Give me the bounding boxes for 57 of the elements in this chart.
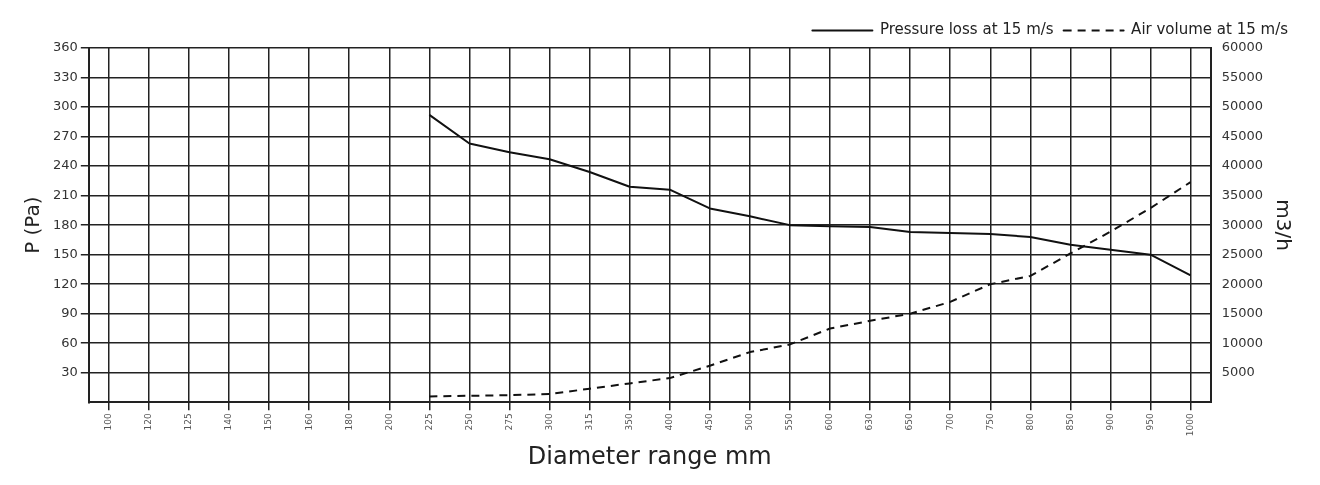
y2-tick-label: 35000	[1221, 187, 1263, 202]
y-tick-label: 60	[61, 334, 78, 350]
x-tick-label: 900	[1104, 413, 1115, 431]
x-tick-label: 450	[704, 413, 715, 431]
y-tick-label: 270	[52, 127, 78, 143]
x-tick-label: 160	[303, 413, 314, 431]
x-tick-label: 800	[1024, 413, 1035, 431]
y2-tick-label: 40000	[1221, 157, 1263, 173]
x-tick-label: 350	[624, 413, 635, 431]
y-tick-label: 150	[52, 246, 78, 262]
y-axis-title: P (Pa)	[20, 196, 45, 254]
x-tick-label: 140	[223, 413, 234, 431]
y2-tick-label: 20000	[1221, 275, 1263, 291]
x-tick-label: 120	[143, 413, 154, 431]
x-tick-label: 1000	[1184, 413, 1195, 437]
x-tick-label: 150	[263, 413, 274, 431]
y-tick-label: 330	[52, 68, 78, 84]
y2-tick-label: 50000	[1221, 98, 1263, 114]
y2-axis-title: m3/h	[1271, 199, 1296, 251]
y2-tick-label: 30000	[1221, 216, 1263, 232]
x-tick-label: 250	[463, 413, 474, 431]
x-tick-label: 300	[543, 413, 554, 431]
legend-label: Pressure loss at 15 m/s	[879, 20, 1054, 39]
x-axis-title: Diameter range mm	[527, 441, 772, 470]
x-tick-label: 500	[744, 413, 755, 431]
x-tick-label: 180	[343, 413, 354, 431]
x-tick-label: 850	[1064, 413, 1075, 431]
y-tick-label: 30	[61, 364, 78, 380]
y2-tick-label: 15000	[1221, 305, 1263, 321]
x-tick-label: 550	[784, 413, 795, 431]
y-tick-label: 300	[52, 98, 78, 114]
x-tick-label: 600	[824, 413, 835, 431]
x-tick-label: 100	[103, 413, 114, 431]
y2-tick-label: 25000	[1221, 246, 1263, 262]
x-tick-label: 225	[423, 413, 434, 431]
x-tick-label: 700	[944, 413, 955, 431]
x-tick-label: 125	[183, 413, 194, 431]
x-tick-label: 750	[984, 413, 995, 431]
y2-tick-label: 10000	[1221, 334, 1263, 350]
y-tick-label: 120	[52, 275, 78, 291]
x-tick-label: 650	[904, 413, 915, 431]
y-tick-label: 180	[52, 216, 78, 232]
x-tick-label: 200	[383, 413, 394, 431]
y-tick-label: 240	[52, 157, 78, 173]
legend-label: Air volume at 15 m/s	[1131, 20, 1289, 39]
y2-tick-label: 60000	[1221, 39, 1263, 55]
x-tick-label: 950	[1144, 413, 1155, 431]
y-tick-label: 210	[52, 187, 78, 202]
y-tick-label: 360	[52, 39, 78, 55]
y2-tick-label: 5000	[1221, 364, 1255, 380]
x-tick-label: 315	[583, 413, 594, 431]
x-tick-label: 400	[664, 413, 675, 431]
x-tick-label: 275	[503, 413, 514, 431]
y-tick-label: 90	[61, 305, 78, 321]
x-tick-label: 630	[864, 413, 875, 431]
y2-tick-label: 55000	[1221, 68, 1263, 84]
y2-tick-label: 45000	[1221, 127, 1263, 143]
